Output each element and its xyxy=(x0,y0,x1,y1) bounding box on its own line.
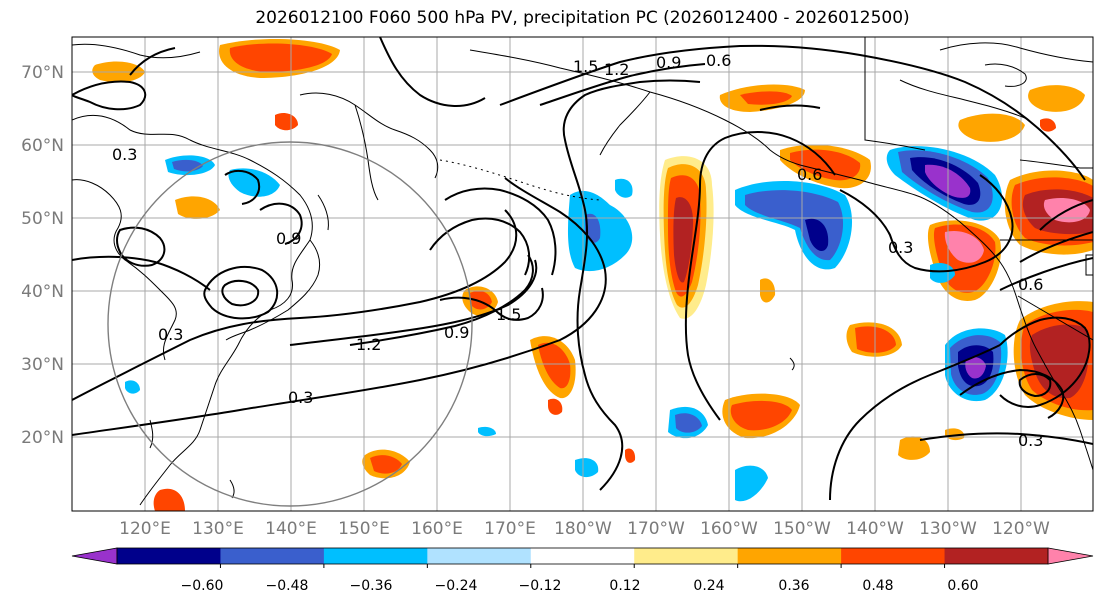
map-title: 2026012100 F060 500 hPa PV, precipitatio… xyxy=(255,8,910,28)
contour-label: 0.9 xyxy=(276,229,301,248)
contour-label: 0.3 xyxy=(158,325,183,344)
lon-label: 150°W xyxy=(773,519,831,539)
contour-label: 0.3 xyxy=(888,238,913,257)
contour-label: 1.5 xyxy=(573,57,598,76)
lon-label: 170°E xyxy=(484,519,536,539)
colorbar-outline xyxy=(116,547,1049,565)
colorbar-tick-label: 0.12 xyxy=(609,578,640,594)
contour-label: 0.6 xyxy=(797,165,822,184)
contour-label: 1.2 xyxy=(604,60,629,79)
contour-label: 0.9 xyxy=(656,53,681,72)
colorbar-segment xyxy=(944,548,1049,564)
plot-frame xyxy=(71,36,1094,512)
lat-label: 60°N xyxy=(21,136,64,156)
colorbar-tick-label: −0.12 xyxy=(519,578,562,594)
lon-label: 120°W xyxy=(992,519,1050,539)
lat-label: 30°N xyxy=(21,355,64,375)
colorbar-tick-label: −0.24 xyxy=(435,578,478,594)
contour-labels: 0.3 0.3 0.6 0.6 0.9 0.9 1.2 1.2 1.5 1.5 … xyxy=(112,51,1043,450)
contour-label: 1.2 xyxy=(356,335,381,354)
lon-label: 170°W xyxy=(627,519,685,539)
colorbar-tick-label: −0.36 xyxy=(350,578,393,594)
colorbar-segment xyxy=(530,548,635,564)
colorbar-min-extension xyxy=(71,547,118,565)
lon-label: 160°E xyxy=(411,519,463,539)
lon-label: 120°E xyxy=(119,519,171,539)
lon-label: 180°W xyxy=(554,519,612,539)
colorbar-segment xyxy=(220,548,325,564)
lat-label: 40°N xyxy=(21,282,64,302)
lat-label: 70°N xyxy=(21,63,64,83)
pv-contours xyxy=(72,37,1093,501)
lon-label: 140°E xyxy=(265,519,317,539)
contour-label: 0.9 xyxy=(444,323,469,342)
lat-label: 50°N xyxy=(21,209,64,229)
lon-labels: 120°E 130°E 140°E 150°E 160°E 170°E 180°… xyxy=(119,519,1050,539)
colorbar-max-extension xyxy=(1047,547,1094,565)
lon-label: 130°E xyxy=(192,519,244,539)
lat-labels: 70°N 60°N 50°N 40°N 30°N 20°N xyxy=(21,63,64,448)
contour-label: 0.3 xyxy=(288,388,313,407)
highlight-circle xyxy=(107,141,473,507)
colorbar-segment xyxy=(117,548,221,564)
lon-label: 140°W xyxy=(846,519,904,539)
colorbar-segment xyxy=(737,548,842,564)
lon-label: 150°E xyxy=(338,519,390,539)
precip-shading xyxy=(92,38,1093,511)
contour-label: 0.6 xyxy=(1018,275,1043,294)
contour-label: 0.6 xyxy=(706,51,731,70)
colorbar: −0.60 −0.48 −0.36 −0.24 −0.12 0.12 0.24 … xyxy=(71,547,1094,594)
lon-label: 130°W xyxy=(919,519,977,539)
colorbar-segment xyxy=(841,548,946,564)
contour-label: 1.5 xyxy=(496,305,521,324)
colorbar-tick-label: −0.48 xyxy=(266,578,309,594)
colorbar-tick-label: 0.60 xyxy=(947,578,978,594)
colorbar-tick-label: 0.48 xyxy=(862,578,893,594)
contour-label: 0.3 xyxy=(112,145,137,164)
colorbar-tick-label: 0.24 xyxy=(693,578,724,594)
lon-label: 160°W xyxy=(700,519,758,539)
colorbar-tick-label: −0.60 xyxy=(181,578,224,594)
colorbar-segment xyxy=(323,548,428,564)
colorbar-segment xyxy=(427,548,532,564)
contour-label: 0.3 xyxy=(1018,431,1043,450)
lat-label: 20°N xyxy=(21,428,64,448)
colorbar-segment xyxy=(634,548,739,564)
colorbar-tick-label: 0.36 xyxy=(778,578,809,594)
